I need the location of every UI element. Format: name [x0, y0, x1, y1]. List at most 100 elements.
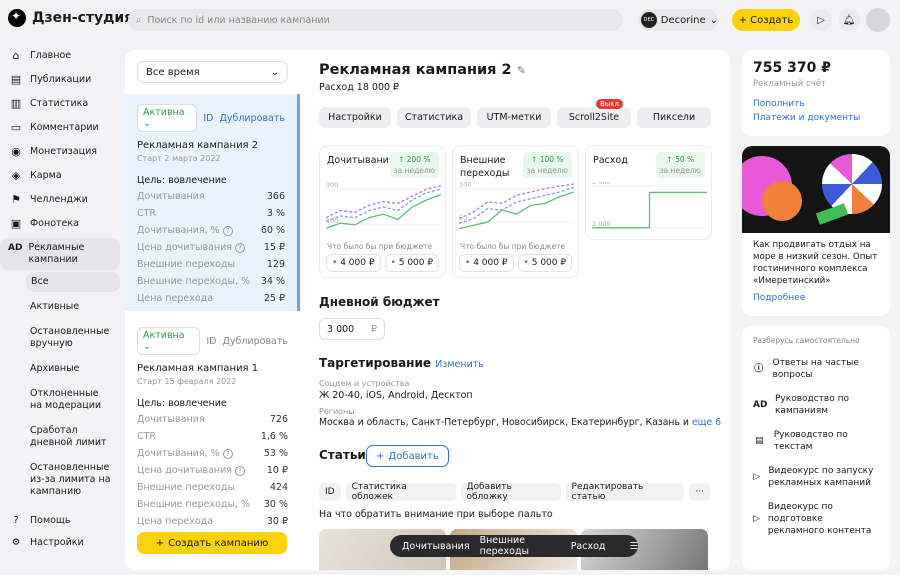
sidebar-subitem[interactable]: Отклоненные на модерации — [30, 388, 102, 411]
tab[interactable]: Настройки — [319, 107, 391, 128]
sidebar-item-publications[interactable]: ▤ Публикации — [0, 70, 120, 94]
tab[interactable]: Статистика — [397, 107, 471, 128]
id-button[interactable]: ID — [206, 335, 217, 347]
mini-chart: 300 100 — [326, 182, 441, 230]
sidebar-subitem[interactable]: Архивные — [30, 363, 80, 374]
article-tool-button[interactable]: ID — [319, 483, 341, 501]
metric-readthroughs[interactable]: Дочитывания — [402, 540, 470, 552]
help-link[interactable]: ▷ Видеокурс по подготовке рекламного конт… — [753, 502, 872, 536]
sidebar-subitem[interactable]: Остановленные вручную — [30, 326, 110, 349]
sidebar-subitem[interactable]: Сработал дневной лимит — [30, 425, 107, 448]
articles-title: Статьи — [319, 448, 366, 462]
sidebar-item-ad[interactable]: AD Рекламные кампании — [0, 238, 120, 270]
campaign-goal: Цель: вовлечение — [137, 175, 227, 186]
sidebar-item-stats[interactable]: ▥ Статистика — [0, 94, 120, 118]
article-tool-button[interactable]: Редактировать статью — [565, 482, 685, 502]
logo[interactable]: Дзен-студия — [8, 9, 133, 27]
budget-chip[interactable]: • 4 000 ₽ — [459, 254, 514, 272]
id-button[interactable]: ID — [203, 112, 214, 124]
sidebar-item-help[interactable]: ? Помощь — [0, 512, 120, 534]
series-line — [326, 184, 441, 219]
sidebar-item-flag[interactable]: ⚑ Челленджи — [0, 190, 120, 214]
play-icon: ▷ — [753, 472, 761, 482]
payments-link[interactable]: Платежи и документы — [753, 113, 861, 123]
help-link[interactable]: ▤ Руководство по текстам — [753, 429, 879, 453]
budget-chip[interactable]: • 5 000 ₽ — [517, 254, 573, 272]
top-bar: Дзен-студия ⌕Поиск по id или названию ка… — [0, 0, 900, 40]
status-dropdown[interactable]: Активна ⌄ — [137, 104, 198, 132]
bell-icon[interactable]: 🔔︎ — [838, 9, 860, 31]
help-link[interactable]: ▷ Видеокурс по запуску рекламных кампаний — [753, 466, 874, 488]
send-icon[interactable]: ▷ — [810, 9, 832, 31]
more-icon[interactable]: ··· — [689, 483, 710, 501]
settings-icon: ⚙ — [11, 537, 21, 548]
targeting-edit-link[interactable]: Изменить — [435, 359, 484, 370]
tab[interactable]: Scroll2Site Выкл — [557, 99, 631, 128]
tab[interactable]: UTM-метки — [477, 107, 551, 128]
user-avatar[interactable] — [866, 8, 890, 32]
promo-more-link[interactable]: Подробнее — [753, 293, 806, 303]
y-tick-label: 3 000 — [592, 182, 611, 186]
sidebar-subitem[interactable]: Остановленные из-за лимита на кампанию — [30, 462, 111, 497]
create-campaign-button[interactable]: + Создать кампанию — [137, 532, 287, 554]
campaign-details: Рекламная кампания 2 ✎ Расход 18 000 ₽ Н… — [300, 50, 730, 570]
sidebar-subitem[interactable]: Все — [26, 272, 120, 292]
sidebar-item-comments[interactable]: ▭ Комментарии — [0, 118, 120, 142]
search-input[interactable]: ⌕ Поиск по id или названию кампании — [128, 9, 623, 31]
help-icon[interactable]: ? — [222, 449, 233, 459]
ad-icon: AD — [8, 243, 23, 253]
edit-icon[interactable]: ✎ — [516, 64, 526, 77]
sidebar-subitem[interactable]: Активные — [30, 301, 80, 312]
metric-card[interactable]: Внешние переходы ↑ 100 % за неделю 100 50 Чт… — [452, 145, 579, 278]
sliders-icon[interactable]: ☰ — [629, 540, 638, 552]
daily-budget-input[interactable]: 3 000 ₽ — [319, 318, 385, 340]
article-tool-button[interactable]: Добавить обложку — [460, 482, 561, 502]
metric-row: Цена перехода 25 ₽ — [137, 293, 285, 304]
help-icon: ? — [13, 515, 19, 526]
sidebar-item-music[interactable]: ▣ Фонотека — [0, 214, 120, 238]
y-tick-label: 300 — [326, 182, 338, 189]
article-tool-button[interactable]: Статистика обложек — [345, 482, 456, 502]
add-article-button[interactable]: + Добавить — [366, 445, 449, 467]
help-card: Разберусь самостоятельно ⓘ Ответы на част… — [742, 326, 890, 570]
duplicate-button[interactable]: Дублировать — [222, 335, 288, 347]
metric-spend[interactable]: Расход — [570, 540, 606, 552]
zen-logo-icon — [8, 9, 26, 27]
period-select[interactable]: Все время ⌄ — [137, 61, 288, 83]
budget-chip[interactable]: • 4 000 ₽ — [326, 254, 381, 272]
metric-clicks[interactable]: Внешние переходы — [479, 535, 530, 557]
create-button[interactable]: + Создать — [732, 9, 800, 31]
campaign-item[interactable]: Активна ⌄ ID Дублировать Рекламная кампани… — [125, 317, 300, 534]
help-icon[interactable]: ? — [235, 466, 246, 476]
help-link[interactable]: ⓘ Ответы на частые вопросы — [754, 358, 859, 380]
tab[interactable]: Пиксели — [637, 107, 711, 128]
regions-more-link[interactable]: еще 6 — [691, 417, 722, 428]
duplicate-button[interactable]: Дублировать — [219, 112, 285, 124]
sidebar-item-home[interactable]: ⌂ Главное — [0, 46, 120, 70]
promo-card[interactable]: Как продвигать отдых на море в низкий се… — [742, 146, 890, 316]
series-line — [459, 191, 574, 230]
series-line — [459, 183, 574, 220]
growth-badge: ↑ 200 % за неделю — [389, 152, 439, 178]
help-icon[interactable]: ? — [222, 226, 233, 236]
sidebar-item-karma[interactable]: ◈ Карма — [0, 166, 120, 190]
metric-card[interactable]: Расход ↑ 50 % за неделю 3 000 2 000 — [585, 145, 712, 240]
budget-chip[interactable]: • 5 000 ₽ — [384, 254, 440, 272]
sidebar-item-settings[interactable]: ⚙ Настройки — [0, 534, 120, 556]
topup-link[interactable]: Пополнить — [753, 99, 805, 109]
help-link[interactable]: AD Руководство по кампаниям — [753, 394, 849, 416]
article-title[interactable]: На что обратить внимание при выборе паль… — [319, 509, 553, 520]
flag-icon: ⚑ — [11, 193, 21, 206]
card-title: Внешние переходы — [460, 155, 510, 179]
status-dropdown[interactable]: Активна ⌄ — [137, 327, 201, 355]
help-icon[interactable]: ? — [235, 243, 246, 253]
chevron-down-icon: ⌄ — [709, 14, 718, 26]
metric-card[interactable]: Дочитывания ↑ 200 % за неделю 300 100 Что бы… — [319, 145, 446, 278]
targeting-title: Таргетирование Изменить — [319, 356, 484, 370]
play-icon: ▷ — [753, 514, 760, 524]
account-switcher[interactable]: DEC Decorine ⌄ — [638, 9, 718, 31]
campaign-start: Старт 2 марта 2022 — [137, 154, 221, 163]
sidebar-item-money[interactable]: ◉ Монетизация — [0, 142, 120, 166]
campaign-item[interactable]: Активна ⌄ ID Дублировать Рекламная кампани… — [125, 94, 300, 311]
balance-value: 755 370 ₽ — [753, 60, 831, 76]
